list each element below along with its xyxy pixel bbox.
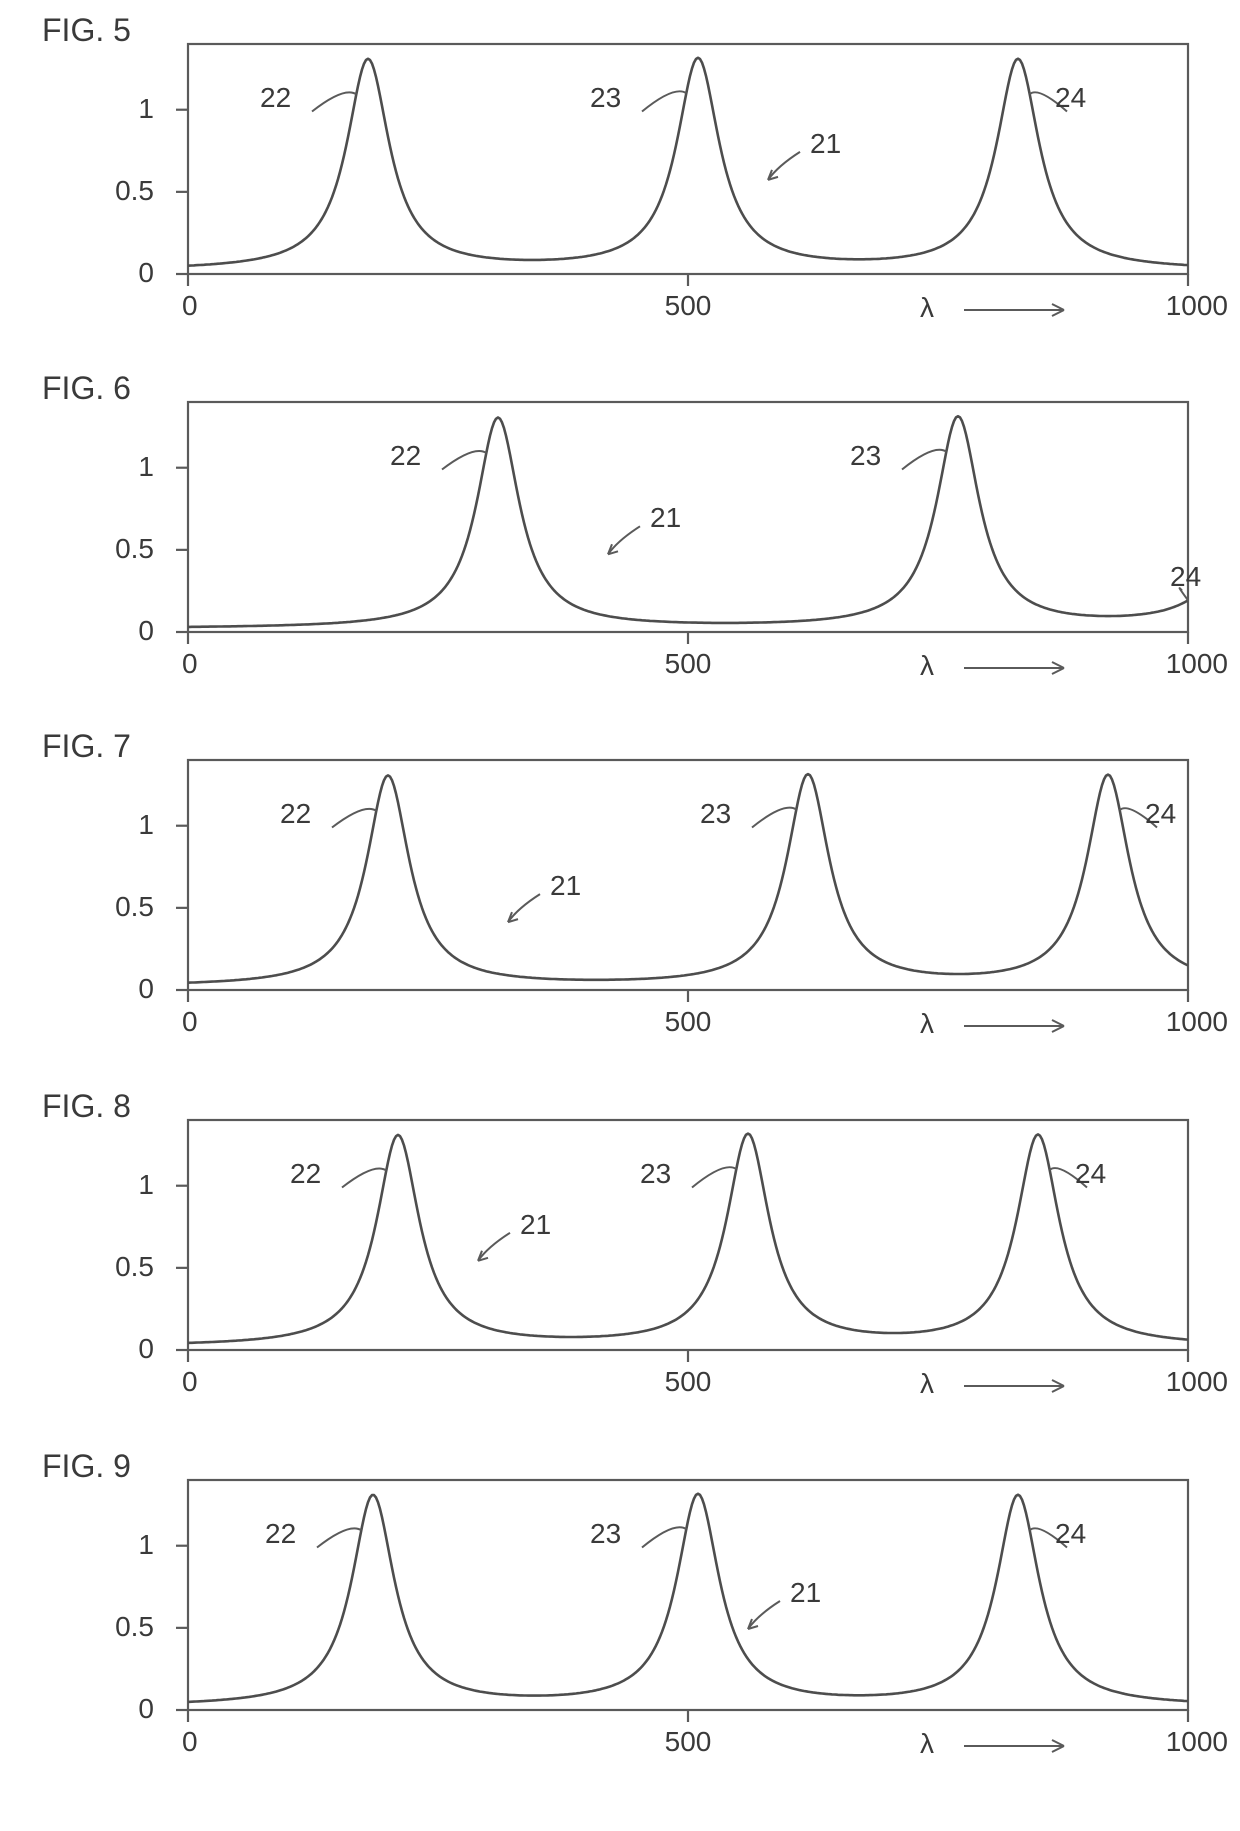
xtick-label: 500 (648, 1726, 728, 1758)
xtick-label: 0 (182, 1366, 262, 1398)
ytick-label: 0.5 (94, 1251, 154, 1283)
ytick-label: 0 (94, 257, 154, 289)
curve-label-21: 21 (790, 1577, 821, 1609)
xtick-label: 1000 (1148, 290, 1228, 322)
peak-label-24: 24 (1170, 561, 1201, 593)
ytick-label: 1 (94, 93, 154, 125)
peak-label-23: 23 (590, 1518, 621, 1550)
peak-label-22: 22 (390, 440, 421, 472)
fig9-panel: FIG. 9 0500100000.51λ22232421 (42, 1448, 1202, 1798)
peak-label-24: 24 (1055, 1518, 1086, 1550)
peak-label-24: 24 (1075, 1158, 1106, 1190)
xtick-label: 500 (648, 1366, 728, 1398)
peak-label-22: 22 (280, 798, 311, 830)
xtick-label: 0 (182, 290, 262, 322)
ytick-label: 0.5 (94, 891, 154, 923)
patent-figure-page: FIG. 5 0500100000.51λ22232421FIG. 6 0500… (0, 0, 1240, 1831)
peak-label-24: 24 (1055, 82, 1086, 114)
xtick-label: 0 (182, 1726, 262, 1758)
xtick-label: 500 (648, 290, 728, 322)
ytick-label: 0 (94, 1333, 154, 1365)
fig8-panel: FIG. 8 0500100000.51λ22232421 (42, 1088, 1202, 1438)
figure-title: FIG. 7 (42, 728, 131, 765)
curve-label-21: 21 (810, 128, 841, 160)
xtick-label: 1000 (1148, 1366, 1228, 1398)
peak-label-23: 23 (850, 440, 881, 472)
curve-label-21: 21 (550, 870, 581, 902)
curve-label-21: 21 (520, 1209, 551, 1241)
xtick-label: 1000 (1148, 1726, 1228, 1758)
x-axis-symbol: λ (920, 1728, 960, 1760)
fig7-panel: FIG. 7 0500100000.51λ22232421 (42, 728, 1202, 1078)
fig6-panel: FIG. 6 0500100000.51λ22232421 (42, 370, 1202, 720)
peak-label-23: 23 (590, 82, 621, 114)
ytick-label: 1 (94, 451, 154, 483)
curve-label-21: 21 (650, 502, 681, 534)
peak-label-22: 22 (290, 1158, 321, 1190)
x-axis-symbol: λ (920, 650, 960, 682)
xtick-label: 500 (648, 648, 728, 680)
xtick-label: 0 (182, 1006, 262, 1038)
ytick-label: 1 (94, 809, 154, 841)
figure-title: FIG. 5 (42, 12, 131, 49)
ytick-label: 0 (94, 1693, 154, 1725)
peak-label-22: 22 (265, 1518, 296, 1550)
ytick-label: 0 (94, 615, 154, 647)
x-axis-symbol: λ (920, 1008, 960, 1040)
xtick-label: 1000 (1148, 648, 1228, 680)
peak-label-23: 23 (700, 798, 731, 830)
ytick-label: 0 (94, 973, 154, 1005)
peak-label-24: 24 (1145, 798, 1176, 830)
xtick-label: 1000 (1148, 1006, 1228, 1038)
fig5-panel: FIG. 5 0500100000.51λ22232421 (42, 12, 1202, 362)
xtick-label: 500 (648, 1006, 728, 1038)
figure-title: FIG. 9 (42, 1448, 131, 1485)
peak-label-23: 23 (640, 1158, 671, 1190)
ytick-label: 0.5 (94, 533, 154, 565)
x-axis-symbol: λ (920, 292, 960, 324)
ytick-label: 1 (94, 1529, 154, 1561)
figure-title: FIG. 8 (42, 1088, 131, 1125)
x-axis-symbol: λ (920, 1368, 960, 1400)
ytick-label: 0.5 (94, 1611, 154, 1643)
xtick-label: 0 (182, 648, 262, 680)
figure-title: FIG. 6 (42, 370, 131, 407)
ytick-label: 1 (94, 1169, 154, 1201)
peak-label-22: 22 (260, 82, 291, 114)
ytick-label: 0.5 (94, 175, 154, 207)
